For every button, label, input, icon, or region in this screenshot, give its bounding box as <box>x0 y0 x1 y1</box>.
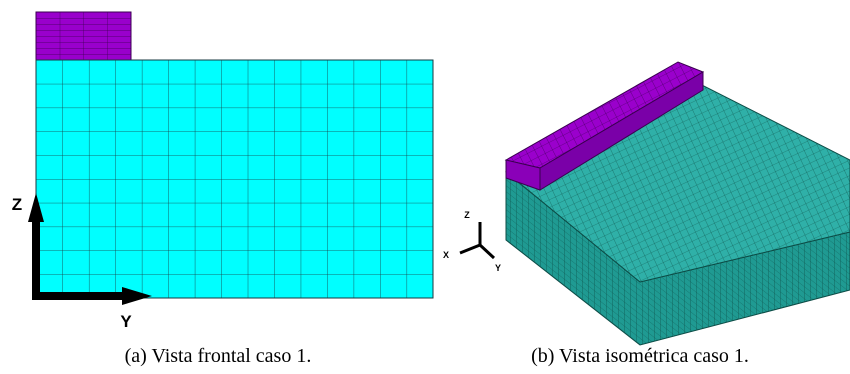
caption: (a) Vista frontal caso 1. <box>125 345 312 367</box>
top-block <box>36 12 131 60</box>
axis-label: Y <box>120 312 132 331</box>
triad <box>460 222 494 258</box>
axis-label: X <box>443 250 449 260</box>
caption: (b) Vista isométrica caso 1. <box>531 345 749 367</box>
figure: Z Y (a) Vista frontal caso 1. Z X Y (b) … <box>0 0 850 374</box>
axis-label: Z <box>12 195 22 214</box>
axis-label: Y <box>495 263 501 273</box>
axis-label: Z <box>464 210 470 220</box>
mesh-body <box>36 60 433 298</box>
front-view: Z Y (a) Vista frontal caso 1. <box>12 12 433 367</box>
isometric-view: Z X Y (b) Vista isométrica caso 1. <box>443 62 850 367</box>
